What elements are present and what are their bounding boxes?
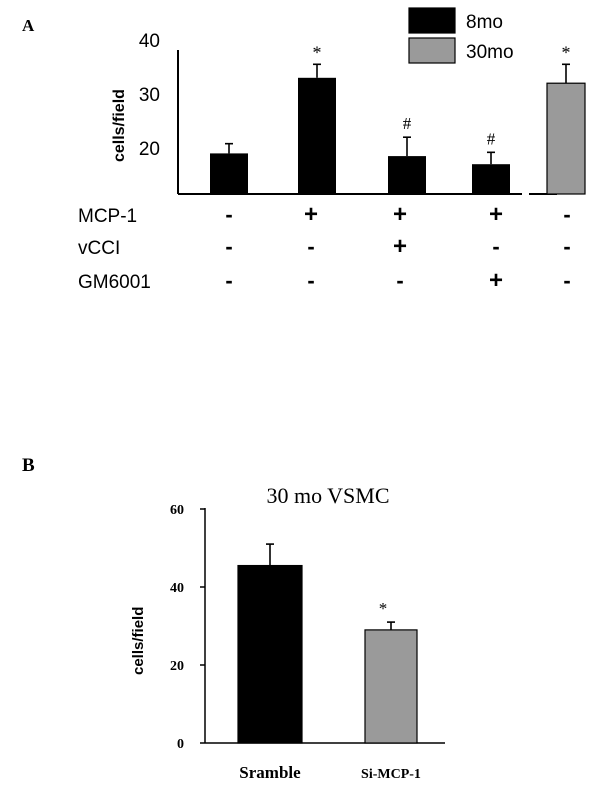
condition-sign: - (225, 202, 232, 227)
condition-sign: - (307, 234, 314, 259)
condition-sign: + (489, 201, 503, 228)
y-tick-label-b: 40 (170, 581, 184, 596)
condition-sign: + (489, 267, 503, 294)
panel-a: A cells/field 20 30 40 * # # * 8mo 30mo MCP-1 -… (22, 7, 586, 294)
condition-label-1: MCP-1 (78, 206, 137, 227)
bars-b: Sramble * Si-MCP-1 (237, 543, 421, 782)
bar-a-2 (298, 77, 336, 194)
bar-a-4-annotation: # (487, 129, 496, 148)
y-tick-label-b: 60 (170, 503, 184, 518)
panel-a-letter: A (22, 16, 35, 35)
y-axis-label-a: cells/field (111, 89, 128, 162)
legend-label-1: 8mo (466, 12, 503, 33)
y-tick-label-b: 20 (170, 659, 184, 674)
condition-sign: + (393, 233, 407, 260)
bar-b-2 (364, 629, 418, 744)
bar-a-2-annotation: * (313, 42, 322, 62)
x-tick-label-b: Si-MCP-1 (361, 767, 421, 782)
condition-sign: + (304, 201, 318, 228)
legend-label-2: 30mo (466, 42, 514, 63)
condition-sign: + (393, 201, 407, 228)
y-tick-label-a: 40 (139, 31, 160, 52)
y-tick-label-a: 20 (139, 139, 160, 160)
condition-sign: - (307, 268, 314, 293)
bar-a-3 (388, 156, 426, 194)
panel-b-letter: B (22, 455, 35, 476)
condition-sign: - (563, 268, 570, 293)
condition-sign: - (225, 268, 232, 293)
bar-b-1 (237, 564, 303, 744)
condition-label-3: GM6001 (78, 272, 151, 293)
condition-label-2: vCCI (78, 238, 120, 259)
condition-sign: - (563, 202, 570, 227)
bar-a-5-annotation: * (562, 42, 571, 62)
panel-b: B 30 mo VSMC cells/field 0 20 40 60 Sramble… (22, 455, 445, 782)
condition-sign: - (225, 234, 232, 259)
y-tick-label-a: 30 (139, 85, 160, 106)
condition-table: MCP-1 - + + + - vCCI - - + - - GM6001 - - - + - (78, 201, 571, 294)
bar-b-2-annotation: * (379, 599, 388, 618)
bar-a-1 (210, 153, 248, 194)
bar-a-4 (472, 164, 510, 194)
legend-swatch-2 (408, 37, 456, 64)
condition-sign: - (396, 268, 403, 293)
y-ticks-b: 0 20 40 60 (170, 503, 205, 752)
chart-title-b: 30 mo VSMC (266, 483, 389, 508)
y-tick-label-b: 0 (177, 737, 184, 752)
x-tick-label-b: Sramble (239, 763, 301, 782)
y-axis-label-b: cells/field (130, 607, 147, 675)
y-ticks-a: 20 30 40 (139, 31, 160, 160)
bars-a: * # # * (210, 42, 586, 195)
legend-swatch-1 (408, 7, 456, 34)
bar-a-5 (546, 82, 586, 195)
legend-a: 8mo 30mo (408, 7, 514, 64)
bar-a-3-annotation: # (403, 114, 412, 133)
condition-sign: - (492, 234, 499, 259)
condition-sign: - (563, 234, 570, 259)
